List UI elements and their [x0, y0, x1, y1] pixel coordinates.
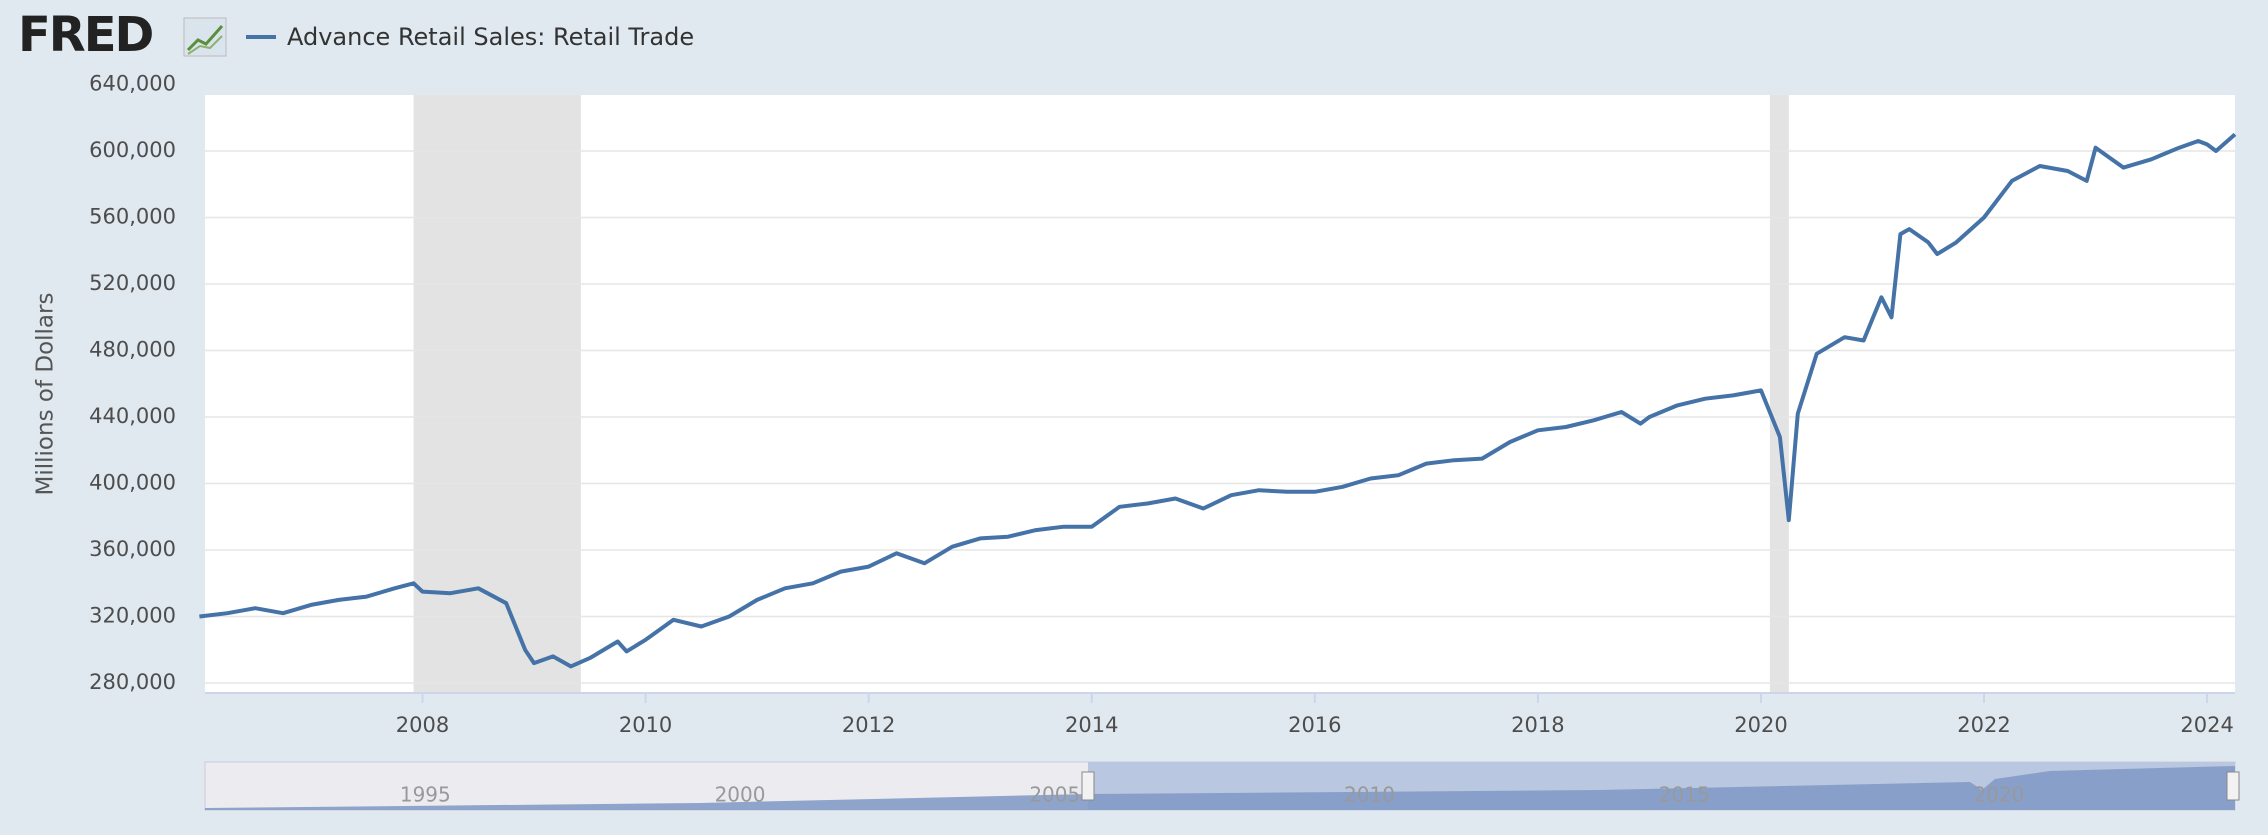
y-tick-label: 600,000: [89, 138, 176, 162]
recession-band: [1769, 95, 1789, 693]
x-tick-label: 2010: [619, 713, 672, 737]
y-tick-label: 400,000: [89, 471, 176, 495]
y-tick-label: 520,000: [89, 271, 176, 295]
navigator-tick-label: 2000: [715, 783, 766, 807]
y-tick-label: 360,000: [89, 537, 176, 561]
x-tick-label: 2020: [1734, 713, 1787, 737]
legend-label: Advance Retail Sales: Retail Trade: [287, 23, 694, 51]
navigator-tick-label: 2010: [1344, 783, 1395, 807]
y-tick-label: 560,000: [89, 205, 176, 229]
series-line: [199, 132, 2237, 669]
logo: FRED: [18, 7, 153, 63]
y-tick-label: 440,000: [89, 404, 176, 428]
navigator-tick-label: 2015: [1659, 783, 1710, 807]
navigator-handle[interactable]: [1081, 771, 1095, 801]
y-tick-label: 320,000: [89, 604, 176, 628]
navigator-tick-label: 2005: [1029, 783, 1080, 807]
y-axis-label: Millions of Dollars: [33, 293, 59, 496]
x-tick-label: 2008: [396, 713, 449, 737]
y-tick-label: 640,000: [89, 72, 176, 96]
logo-icon: [183, 17, 227, 57]
y-tick-label: 280,000: [89, 670, 176, 694]
navigator: [204, 761, 2240, 811]
navigator-tick-label: 1995: [400, 783, 451, 807]
y-tick-label: 480,000: [89, 338, 176, 362]
navigator-area: [205, 766, 2235, 810]
navigator-handle[interactable]: [2226, 771, 2240, 801]
x-tick-label: 2022: [1957, 713, 2010, 737]
x-tick-label: 2014: [1065, 713, 1118, 737]
x-tick-label: 2012: [842, 713, 895, 737]
x-tick-label: 2024: [2180, 713, 2233, 737]
navigator-tick-label: 2020: [1974, 783, 2025, 807]
recession-band: [413, 95, 581, 693]
x-tick-label: 2018: [1511, 713, 1564, 737]
x-tick-label: 2016: [1288, 713, 1341, 737]
